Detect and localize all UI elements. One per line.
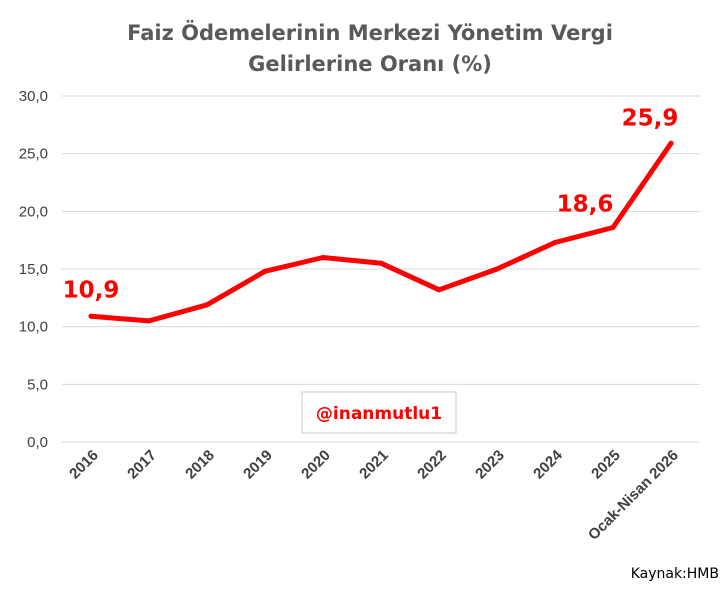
series-group: [88, 140, 674, 324]
data-label: 10,9: [63, 277, 120, 303]
y-tick-label: 25,0: [19, 146, 48, 163]
x-tick-label: 2024: [530, 446, 566, 482]
x-axis-tick-labels: 2016 2017 2018 2019 2020 2021 2022 2023 2024 2025…: [66, 446, 682, 543]
chart-title-line-1: Faiz Ödemelerinin Merkezi Yönetim Vergi: [127, 20, 613, 45]
x-tick-label: 2025: [588, 447, 624, 483]
data-point: [610, 224, 616, 230]
chart-title-line-2: Gelirlerine Oranı (%): [248, 52, 492, 76]
x-tick-label: 2022: [414, 447, 450, 483]
x-tick-label: 2020: [298, 447, 334, 483]
data-label: 25,9: [622, 105, 679, 131]
y-tick-label: 20,0: [19, 203, 48, 220]
y-axis-tick-labels: 0,0 5,0 10,0 15,0 20,0 25,0 30,0: [19, 88, 48, 451]
data-label: 18,6: [557, 191, 614, 217]
y-tick-label: 30,0: [19, 88, 48, 105]
data-labels: 10,9 18,6 25,9: [63, 105, 679, 303]
watermark-box: @inanmutlu1: [301, 391, 457, 434]
source-note: Kaynak:HMB: [631, 566, 719, 582]
data-point: [88, 313, 94, 319]
y-tick-label: 10,0: [19, 319, 48, 336]
y-tick-label: 15,0: [19, 261, 48, 278]
data-point: [378, 260, 384, 266]
x-tick-label: 2019: [240, 447, 276, 483]
data-point: [552, 239, 558, 245]
x-tick-label: 2016: [66, 447, 102, 483]
x-tick-label: 2023: [472, 447, 508, 483]
data-point: [262, 268, 268, 274]
data-point: [320, 254, 326, 260]
y-tick-label: 0,0: [27, 434, 48, 451]
gridlines: [62, 95, 700, 443]
x-tick-label: 2018: [182, 447, 218, 483]
y-tick-label: 5,0: [27, 376, 48, 393]
x-tick-label: 2017: [124, 447, 160, 483]
data-point: [146, 318, 152, 324]
data-point: [494, 266, 500, 272]
data-point: [204, 302, 210, 308]
series-line: [88, 140, 674, 324]
data-point: [436, 287, 442, 293]
data-point: [668, 140, 674, 146]
x-tick-label: 2021: [356, 447, 392, 483]
watermark-text: @inanmutlu1: [316, 404, 442, 424]
